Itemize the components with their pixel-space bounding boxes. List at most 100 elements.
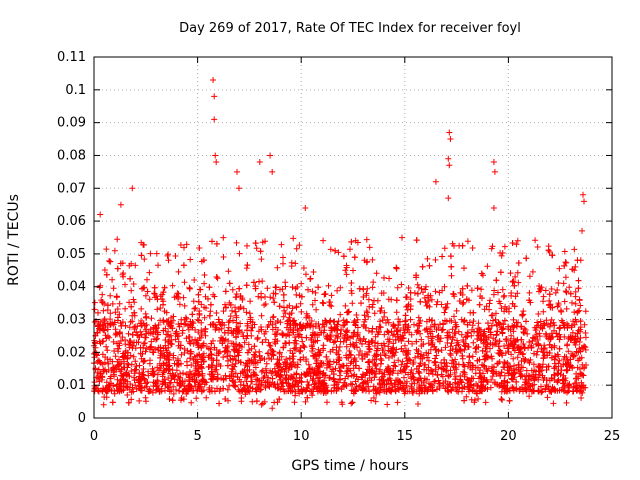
- data-point: [405, 371, 412, 378]
- data-point: [394, 333, 401, 340]
- data-point: [578, 371, 585, 378]
- data-point: [345, 373, 352, 380]
- data-point: [320, 347, 327, 354]
- data-point: [532, 371, 539, 378]
- data-point: [415, 348, 422, 354]
- data-point: [434, 334, 441, 341]
- data-point: [122, 350, 129, 356]
- data-point: [377, 324, 384, 331]
- data-point: [526, 380, 533, 387]
- data-point: [479, 347, 486, 354]
- data-point: [540, 349, 547, 356]
- data-point: [482, 385, 489, 391]
- data-point: [276, 350, 283, 357]
- data-point: [155, 331, 161, 338]
- data-point: [526, 386, 533, 393]
- data-point: [452, 379, 459, 386]
- data-point: [103, 271, 110, 278]
- data-point: [122, 305, 129, 312]
- data-point: [489, 312, 496, 318]
- data-point: [417, 317, 424, 324]
- data-point: [314, 365, 321, 372]
- data-point: [490, 205, 497, 211]
- data-point: [302, 371, 309, 378]
- data-point: [327, 363, 334, 370]
- data-point: [414, 290, 421, 297]
- data-point: [464, 238, 471, 245]
- data-point: [305, 369, 312, 376]
- data-point: [212, 321, 218, 328]
- data-point: [543, 317, 550, 324]
- data-point: [229, 307, 235, 314]
- data-point: [371, 310, 378, 317]
- data-point: [578, 344, 585, 351]
- data-point: [308, 318, 315, 324]
- data-point: [392, 381, 399, 388]
- data-point: [114, 314, 121, 321]
- data-point: [434, 298, 441, 305]
- data-point: [158, 350, 165, 357]
- data-point: [94, 358, 101, 365]
- data-point: [198, 364, 204, 371]
- data-point: [452, 386, 459, 392]
- data-point: [514, 290, 521, 297]
- data-point: [120, 273, 127, 280]
- data-point: [101, 316, 108, 322]
- data-point: [393, 265, 400, 272]
- data-point: [298, 280, 305, 287]
- data-point: [455, 341, 462, 348]
- data-point: [392, 388, 399, 395]
- data-point: [377, 360, 384, 367]
- data-point: [368, 369, 375, 375]
- data-point: [319, 321, 326, 328]
- data-point: [247, 316, 254, 323]
- data-point: [213, 240, 220, 247]
- data-point: [254, 334, 261, 341]
- data-point: [485, 326, 492, 333]
- data-point: [159, 380, 166, 387]
- data-point: [499, 352, 506, 359]
- data-point: [395, 357, 402, 364]
- data-point: [365, 383, 372, 390]
- data-point: [280, 304, 287, 311]
- data-point: [434, 372, 441, 379]
- data-point: [122, 281, 128, 288]
- data-point: [564, 389, 570, 396]
- data-point: [237, 320, 244, 327]
- data-point: [515, 279, 522, 286]
- data-point: [422, 299, 429, 306]
- data-point: [449, 346, 456, 352]
- data-point: [503, 306, 510, 313]
- data-point: [534, 337, 541, 343]
- data-point: [410, 361, 417, 367]
- data-point: [459, 385, 466, 392]
- data-point: [520, 329, 527, 335]
- data-point: [558, 317, 565, 324]
- data-point: [279, 383, 285, 390]
- data-point: [123, 383, 130, 390]
- data-point: [331, 378, 338, 385]
- data-point: [222, 301, 228, 308]
- data-point: [330, 375, 337, 382]
- data-point: [574, 257, 581, 264]
- data-point: [507, 270, 514, 277]
- data-point: [464, 282, 471, 289]
- data-point: [137, 350, 144, 357]
- data-point: [570, 353, 577, 360]
- data-point: [532, 237, 539, 244]
- data-point: [131, 377, 138, 384]
- data-point: [258, 324, 264, 330]
- data-point: [231, 363, 238, 370]
- data-point: [121, 358, 128, 365]
- data-point: [571, 309, 578, 316]
- data-point: [147, 250, 154, 257]
- data-point: [297, 356, 304, 363]
- data-point: [174, 379, 181, 386]
- data-point: [237, 293, 244, 300]
- data-point: [109, 399, 116, 406]
- data-point: [133, 386, 140, 392]
- data-point: [461, 265, 467, 272]
- data-point: [145, 368, 152, 375]
- data-point: [272, 290, 279, 297]
- data-point: [563, 361, 570, 368]
